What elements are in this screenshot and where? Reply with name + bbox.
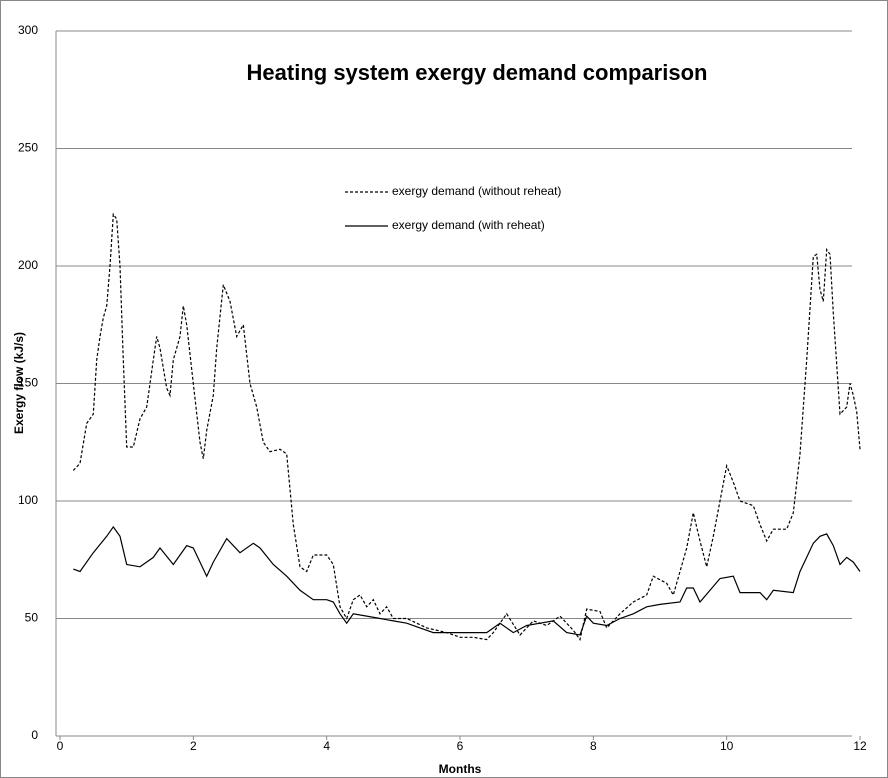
- x-tick-label: 10: [720, 739, 734, 753]
- line-series: [72, 212, 861, 642]
- legend-label: exergy demand (with reheat): [392, 218, 545, 232]
- line-series: [73, 525, 861, 636]
- y-tick-label: 100: [18, 493, 38, 507]
- y-tick-label: 300: [18, 23, 38, 37]
- y-axis-label: Exergy flow (kJ/s): [12, 332, 26, 434]
- y-tick-label: 250: [18, 141, 38, 155]
- y-tick-label: 200: [18, 258, 38, 272]
- x-tick-label: 12: [853, 739, 867, 753]
- y-tick-label: 150: [18, 376, 38, 390]
- x-axis-label: Months: [439, 762, 482, 776]
- x-tick-label: 8: [590, 739, 597, 753]
- legend-label: exergy demand (without reheat): [392, 184, 561, 198]
- y-tick-label: 0: [31, 728, 38, 742]
- y-tick-label: 50: [25, 611, 39, 625]
- x-tick-label: 4: [323, 739, 330, 753]
- x-tick-label: 0: [57, 739, 64, 753]
- x-tick-label: 6: [457, 739, 464, 753]
- chart-title: Heating system exergy demand comparison: [247, 60, 708, 85]
- x-tick-label: 2: [190, 739, 197, 753]
